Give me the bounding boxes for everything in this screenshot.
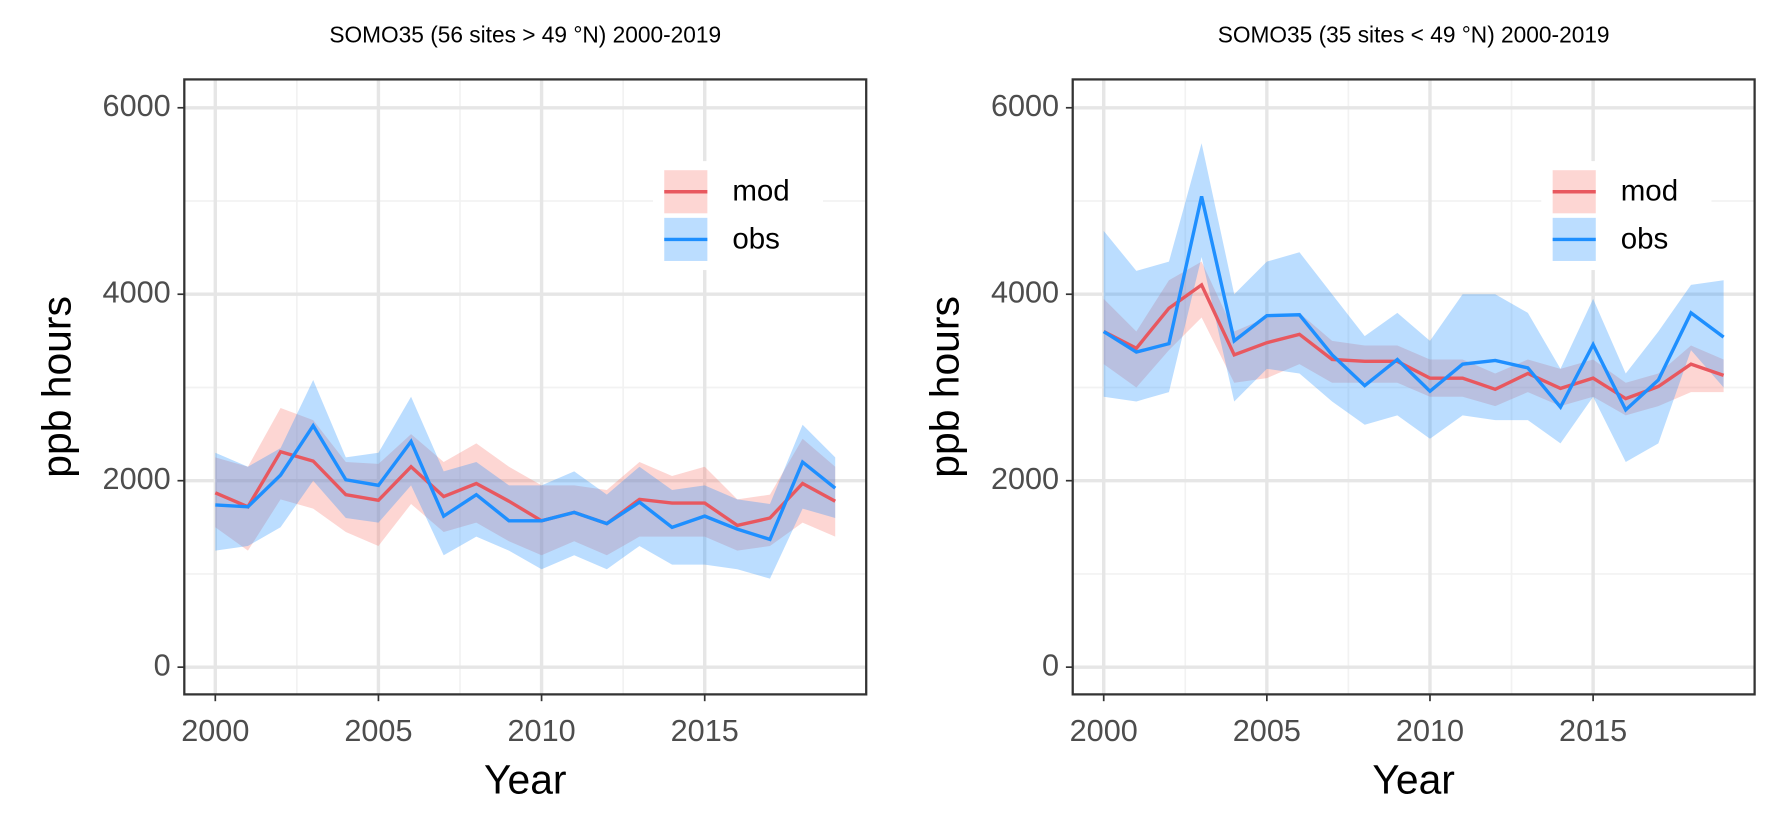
y-axis-title: ppb hours bbox=[33, 296, 79, 478]
line bbox=[1102, 195, 1725, 413]
legend-label: mod bbox=[1621, 175, 1678, 208]
x-tick-label: 2005 bbox=[344, 714, 412, 748]
x-tick-label: 2015 bbox=[671, 714, 739, 748]
x-tick-label: 2005 bbox=[1233, 714, 1301, 748]
plot-border bbox=[183, 78, 868, 696]
y-tick-label: 4000 bbox=[991, 275, 1059, 309]
y-tick-label: 2000 bbox=[991, 462, 1059, 496]
chart-title: SOMO35 (56 sites > 49 °N) 2000-2019 bbox=[329, 21, 721, 47]
x-axis-title: Year bbox=[484, 757, 566, 803]
band bbox=[215, 407, 836, 556]
legend-background bbox=[1541, 161, 1712, 271]
line bbox=[215, 422, 837, 542]
legend-label: mod bbox=[732, 175, 789, 208]
line bbox=[214, 449, 837, 528]
y-tick-label: 2000 bbox=[103, 462, 171, 496]
x-tick-label: 2010 bbox=[1396, 714, 1464, 748]
chart-title: SOMO35 (35 sites < 49 °N) 2000-2019 bbox=[1218, 21, 1610, 47]
plot-border bbox=[1071, 78, 1756, 696]
legend-label: obs bbox=[732, 222, 780, 255]
y-tick-label: 0 bbox=[1042, 648, 1059, 682]
y-tick-label: 6000 bbox=[103, 89, 171, 123]
x-tick-label: 2000 bbox=[181, 714, 249, 748]
y-tick-label: 4000 bbox=[103, 275, 171, 309]
x-tick-label: 2015 bbox=[1559, 714, 1627, 748]
band bbox=[1103, 143, 1724, 463]
y-tick-label: 6000 bbox=[991, 89, 1059, 123]
x-tick-label: 2000 bbox=[1070, 714, 1138, 748]
x-axis-title: Year bbox=[1372, 757, 1455, 803]
y-tick-label: 0 bbox=[154, 648, 171, 682]
legend-label: obs bbox=[1621, 222, 1669, 255]
x-tick-label: 2010 bbox=[508, 714, 576, 748]
band bbox=[215, 380, 836, 579]
panel: SOMO35 (35 sites < 49 °N) 2000-2019 0 2000… bbox=[922, 21, 1756, 803]
y-axis-title: ppb hours bbox=[922, 296, 968, 478]
panel: SOMO35 (56 sites > 49 °N) 2000-2019 0 2000… bbox=[33, 21, 868, 803]
band bbox=[1103, 261, 1724, 416]
legend-background bbox=[652, 161, 824, 271]
